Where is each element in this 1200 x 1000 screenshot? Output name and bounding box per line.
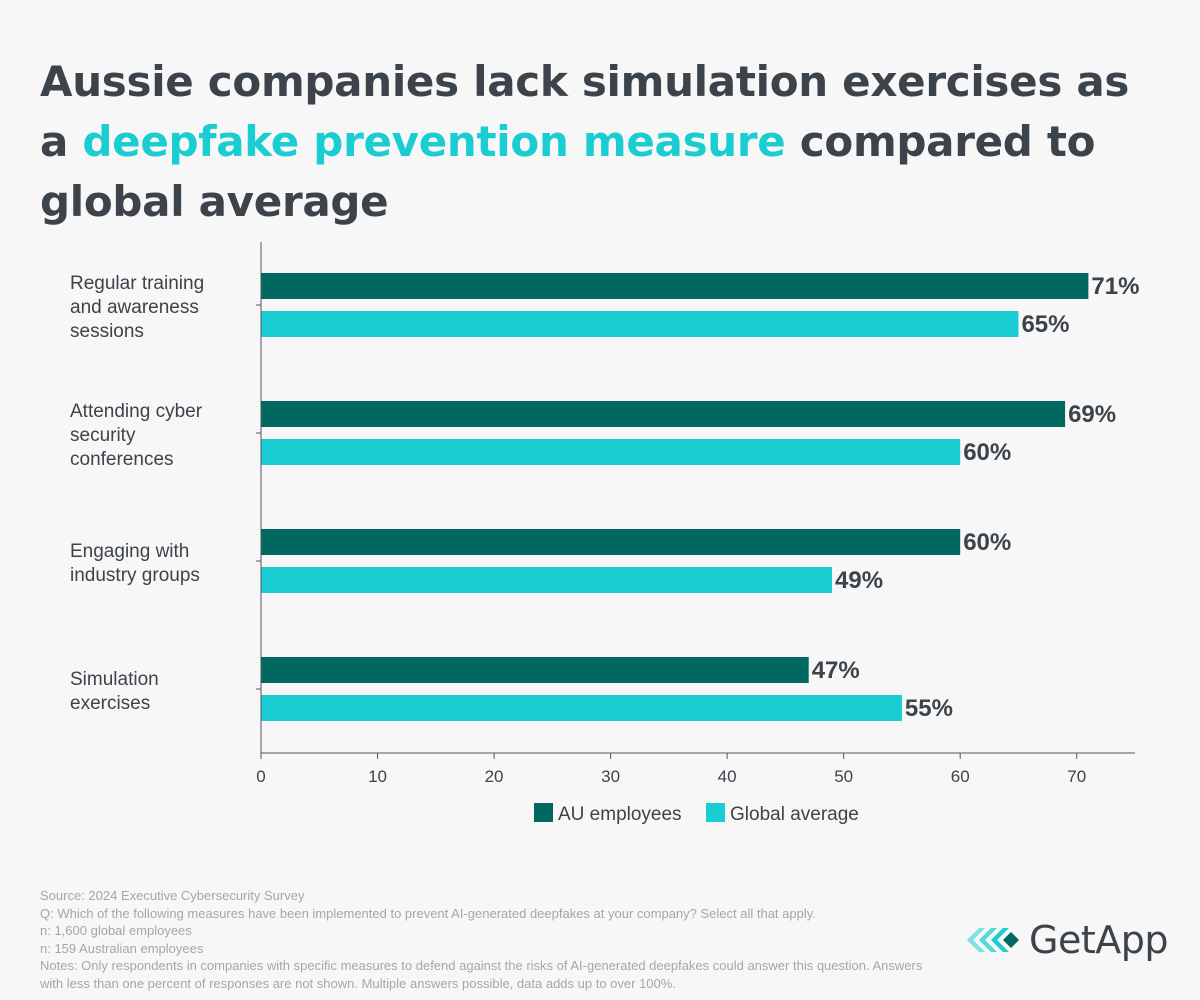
getapp-logo-icon (967, 928, 1019, 952)
category-label-line: Attending cyber (70, 401, 203, 422)
x-tick-label: 0 (256, 767, 265, 786)
category-label-2: Attending cyber security conferences (70, 401, 203, 470)
category-label-1: Regular training and awareness sessions (70, 273, 204, 342)
bar-au-3 (261, 529, 961, 555)
category-label-line: security (70, 425, 136, 446)
getapp-logo-text: GetApp (1029, 918, 1168, 962)
value-label-global-1: 65% (1021, 311, 1069, 338)
legend-swatch-au (534, 803, 553, 822)
legend-label-global: Global average (730, 804, 859, 825)
title-part-1: Aussie companies lack simulation exercis… (40, 57, 1130, 166)
category-label-line: sessions (70, 321, 144, 342)
bar-global-1 (261, 311, 1019, 337)
x-tick-label: 30 (601, 767, 620, 786)
bar-global-4 (261, 695, 902, 721)
title-highlight: deepfake prevention measure (82, 117, 786, 166)
title-part-2: compared to global average (40, 117, 1096, 226)
category-label-line: exercises (70, 693, 150, 714)
value-label-au-1: 71% (1091, 273, 1139, 300)
category-label-line: Simulation (70, 669, 159, 690)
bars: 71% 65% 69% 60% 60% 49% 47% 55% (261, 273, 1139, 722)
x-tick-label: 70 (1067, 767, 1086, 786)
x-tick-label: 40 (718, 767, 737, 786)
legend: AU employees Global average (534, 803, 859, 825)
sample-global-note: n: 1,600 global employees (40, 923, 192, 938)
category-label-line: conferences (70, 449, 174, 470)
category-label-line: Engaging with (70, 541, 189, 562)
getapp-logo: GetApp (963, 918, 1168, 962)
x-tick-label: 20 (485, 767, 504, 786)
source-note: Source: 2024 Executive Cybersecurity Sur… (40, 888, 305, 903)
category-label-3: Engaging with industry groups (70, 541, 200, 586)
category-label-4: Simulation exercises (70, 669, 159, 714)
disclaimer-note: Notes: Only respondents in companies wit… (40, 958, 923, 991)
legend-label-au: AU employees (558, 804, 682, 825)
value-label-au-2: 69% (1068, 401, 1116, 428)
axes: 0 10 20 30 40 50 60 70 (256, 242, 1135, 786)
bar-au-1 (261, 273, 1089, 299)
value-label-global-2: 60% (963, 439, 1011, 466)
bar-au-4 (261, 657, 809, 683)
value-label-au-4: 47% (812, 657, 860, 684)
chart-title: Aussie companies lack simulation exercis… (40, 52, 1170, 232)
category-label-line: Regular training (70, 273, 204, 294)
value-label-global-3: 49% (835, 567, 883, 594)
category-labels: Regular training and awareness sessions Att… (70, 273, 204, 714)
x-tick-label: 60 (951, 767, 970, 786)
value-label-global-4: 55% (905, 695, 953, 722)
x-tick-label: 10 (368, 767, 387, 786)
category-label-line: and awareness (70, 297, 199, 318)
question-note: Q: Which of the following measures have … (40, 905, 816, 921)
sample-au-note: n: 159 Australian employees (40, 940, 204, 956)
x-tick-label: 50 (834, 767, 853, 786)
legend-swatch-global (706, 803, 725, 822)
bar-au-2 (261, 401, 1066, 427)
value-label-au-3: 60% (963, 529, 1011, 556)
category-label-line: industry groups (70, 565, 200, 586)
bar-global-2 (261, 439, 961, 465)
bar-chart: Regular training and awareness sessions Att… (70, 242, 1139, 825)
footnotes: Source: 2024 Executive Cybersecurity Sur… (40, 887, 940, 992)
bar-global-3 (261, 567, 833, 593)
